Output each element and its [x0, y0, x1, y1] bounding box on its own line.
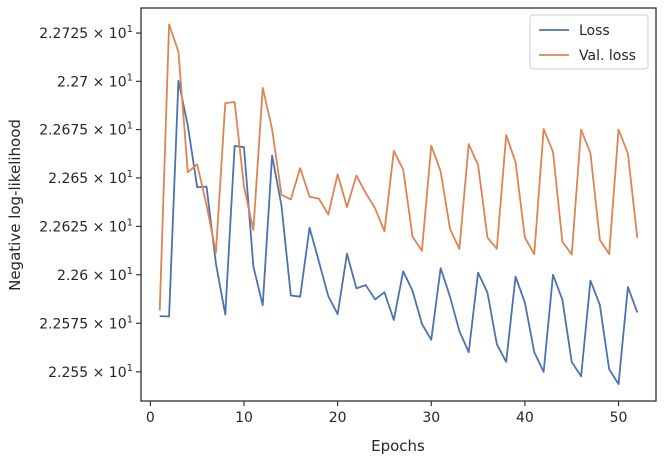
y-tick-label: 2.26 × 101 [57, 266, 133, 284]
legend: Loss Val. loss [529, 14, 649, 70]
y-tick-label: 2.255 × 101 [48, 363, 133, 381]
y-axis: 2.255 × 101 2.2575 × 101 2.26 × 101 2.2625 … [39, 24, 141, 381]
x-axis: 0 10 20 30 40 50 [146, 401, 628, 426]
x-tick-label: 0 [146, 410, 155, 426]
y-tick-label: 2.2675 × 101 [39, 121, 133, 139]
plot-frame [140, 7, 657, 402]
plot-lines [158, 23, 639, 385]
y-tick-label: 2.265 × 101 [48, 169, 133, 187]
x-tick-label: 10 [235, 410, 253, 426]
y-axis-label: Negative log-likelihood [6, 119, 24, 291]
legend-label-val-loss: Val. loss [579, 48, 636, 64]
x-tick-label: 20 [329, 410, 347, 426]
x-tick-label: 30 [422, 410, 440, 426]
x-axis-label: Epochs [371, 437, 425, 455]
x-tick-label: 50 [610, 410, 628, 426]
series-line-val-loss [158, 23, 639, 311]
y-tick-label: 2.2575 × 101 [39, 314, 133, 332]
y-tick-label: 2.27 × 101 [57, 72, 133, 90]
legend-label-loss: Loss [579, 23, 610, 39]
y-tick-label: 2.2625 × 101 [39, 217, 133, 235]
x-tick-label: 40 [516, 410, 534, 426]
y-tick-label: 2.2725 × 101 [39, 24, 133, 42]
